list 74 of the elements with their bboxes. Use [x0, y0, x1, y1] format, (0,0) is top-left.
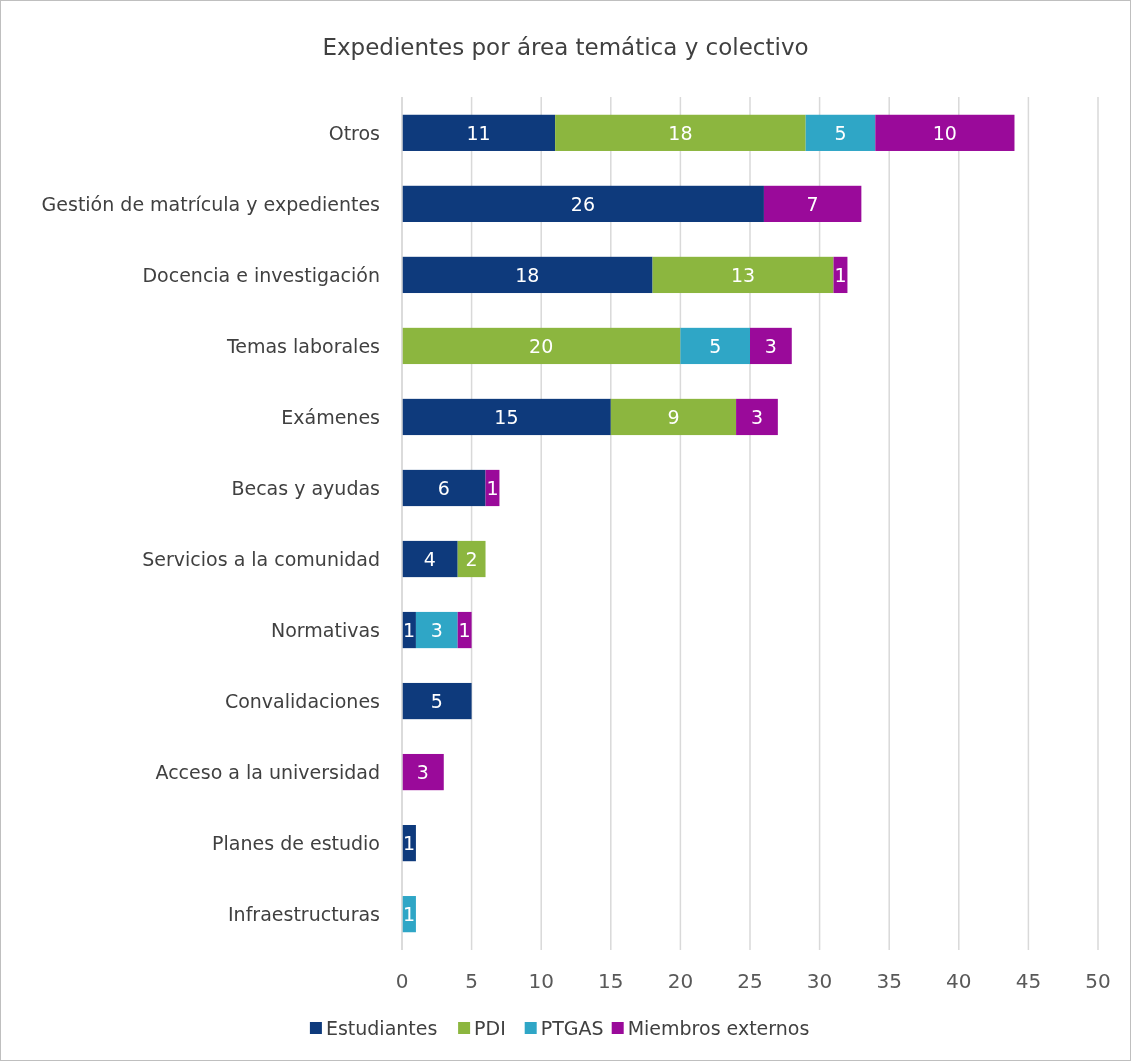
bar: [457, 540, 486, 578]
data-label: 1: [402, 902, 416, 925]
bar: [763, 185, 862, 222]
bar: [402, 256, 653, 294]
data-label: 3: [430, 618, 443, 641]
y-tick-label: Infraestructuras: [228, 902, 380, 925]
data-label: 15: [494, 405, 519, 428]
data-label: 26: [570, 192, 596, 215]
legend-label: PTGAS: [540, 1016, 604, 1039]
bar: [736, 398, 778, 436]
legend-label: PDI: [474, 1016, 506, 1039]
bar: [750, 327, 792, 365]
x-tick-label: 0: [395, 969, 409, 993]
y-tick-label: Planes de estudio: [212, 831, 380, 854]
data-label: 11: [466, 121, 491, 144]
y-tick-label: Exámenes: [281, 405, 380, 428]
bar: [680, 327, 750, 365]
x-tick-label: 45: [1015, 969, 1042, 993]
data-label: 3: [416, 760, 429, 783]
data-label: 5: [834, 121, 847, 144]
bar: [402, 469, 486, 507]
y-tick-label: Temas laborales: [225, 334, 380, 357]
bar: [402, 185, 764, 222]
chart-title: Expedientes por área temática y colectivo: [322, 34, 809, 60]
data-label: 6: [437, 476, 450, 499]
x-tick-label: 50: [1085, 969, 1111, 993]
bar: [402, 114, 556, 151]
y-tick-label: Becas y ayudas: [231, 476, 380, 499]
data-label: 1: [486, 476, 499, 499]
y-tick-label: Gestión de matrícula y expedientes: [41, 192, 380, 215]
bar: [652, 256, 834, 294]
data-label: 20: [529, 334, 554, 357]
y-tick-label: Servicios a la comunidad: [142, 547, 380, 570]
bar: [610, 398, 737, 436]
bar: [875, 114, 1015, 151]
y-tick-label: Convalidaciones: [224, 689, 380, 712]
data-label: 9: [667, 405, 680, 428]
x-tick-label: 25: [737, 969, 763, 993]
bar: [415, 611, 458, 649]
x-tick-label: 10: [528, 969, 554, 993]
data-label: 1: [402, 831, 416, 854]
data-label: 10: [932, 121, 957, 144]
x-tick-label: 15: [598, 969, 624, 993]
data-label: 4: [423, 547, 436, 570]
data-label: 13: [730, 263, 756, 286]
data-label: 7: [806, 192, 819, 215]
data-label: 3: [764, 334, 777, 357]
y-tick-label: Otros: [328, 121, 380, 144]
bar: [555, 114, 806, 151]
x-tick-label: 35: [876, 969, 902, 993]
data-label: 5: [430, 689, 443, 712]
y-tick-label: Normativas: [271, 618, 380, 641]
legend-label: Estudiantes: [325, 1016, 438, 1039]
bar: [402, 753, 444, 791]
bar: [402, 682, 472, 720]
bar: [402, 327, 681, 365]
x-tick-label: 20: [667, 969, 694, 993]
legend-label: Miembros externos: [627, 1016, 810, 1039]
data-label: 2: [465, 547, 478, 570]
data-label: 1: [834, 263, 847, 286]
y-tick-label: Acceso a la universidad: [155, 760, 380, 783]
data-label: 3: [750, 405, 764, 428]
data-label: 18: [515, 263, 540, 286]
bar: [805, 114, 876, 151]
x-tick-label: 40: [946, 969, 972, 993]
data-label: 1: [458, 618, 471, 641]
data-label: 1: [402, 618, 416, 641]
bar: [402, 540, 458, 578]
bar: [402, 398, 611, 436]
data-label: 5: [709, 334, 722, 357]
data-label: 18: [668, 121, 693, 144]
y-tick-label: Docencia e investigación: [142, 263, 380, 286]
x-tick-label: 5: [465, 969, 478, 993]
x-tick-label: 30: [806, 969, 833, 993]
